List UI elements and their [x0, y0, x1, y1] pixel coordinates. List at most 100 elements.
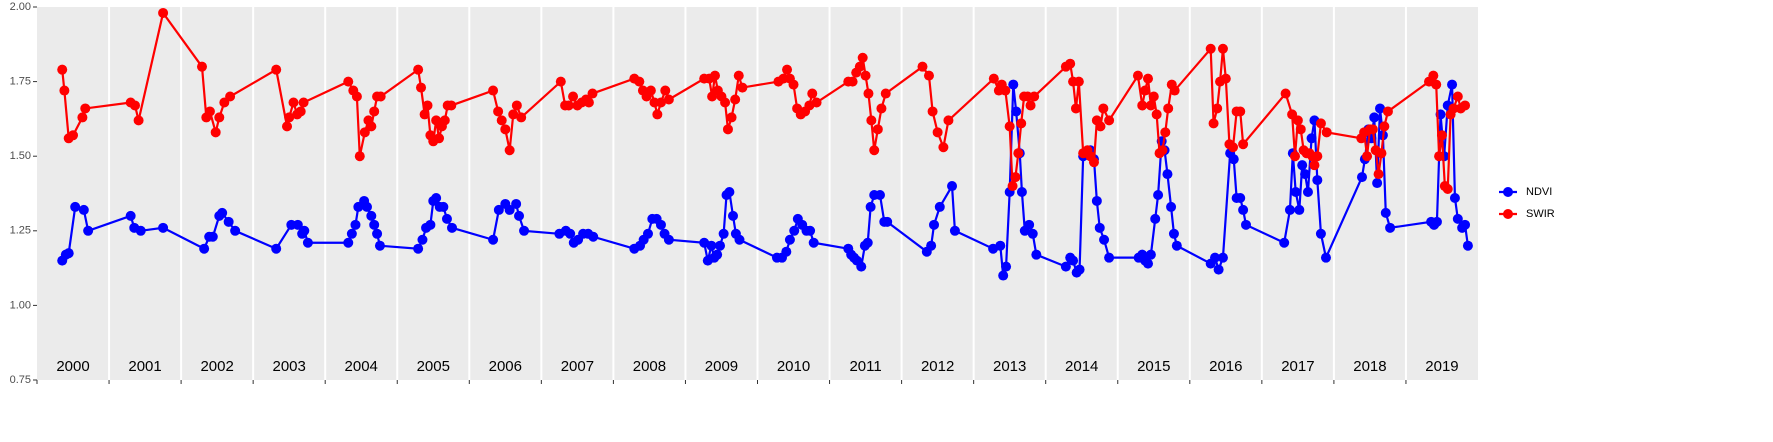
point [1309, 160, 1320, 171]
point [343, 237, 354, 248]
point [158, 7, 169, 18]
point [434, 133, 445, 144]
point [781, 246, 792, 257]
point [988, 73, 999, 84]
point [857, 52, 868, 63]
point [1007, 181, 1018, 192]
point [1312, 175, 1323, 186]
point [1460, 100, 1471, 111]
x-tick-label: 2004 [345, 358, 378, 375]
point [726, 112, 737, 123]
point [204, 106, 215, 117]
point [416, 82, 427, 93]
point [488, 234, 499, 245]
point [59, 85, 70, 96]
point [1375, 103, 1386, 114]
point [788, 79, 799, 90]
point [1240, 219, 1251, 230]
point [660, 85, 671, 96]
point [1449, 192, 1460, 203]
point [563, 100, 574, 111]
point [350, 219, 361, 230]
point [998, 270, 1009, 281]
point [706, 240, 717, 251]
point [361, 201, 372, 212]
point [1292, 115, 1303, 126]
point [417, 234, 428, 245]
x-tick-label: 2001 [128, 358, 161, 375]
point [1143, 73, 1154, 84]
point [1294, 204, 1305, 215]
x-tick-label: 2013 [993, 358, 1026, 375]
point [1098, 103, 1109, 114]
point [514, 210, 525, 221]
point [374, 240, 385, 251]
point [1016, 187, 1027, 198]
point [354, 151, 365, 162]
point [927, 106, 938, 117]
point [298, 97, 309, 108]
point [372, 228, 383, 239]
x-tick-label: 2018 [1353, 358, 1386, 375]
point [730, 94, 741, 105]
point [720, 97, 731, 108]
point [346, 228, 357, 239]
point [369, 106, 380, 117]
point [808, 237, 819, 248]
point [1016, 118, 1027, 129]
point [1011, 106, 1022, 117]
point [876, 103, 887, 114]
point [869, 145, 880, 156]
point [1070, 103, 1081, 114]
x-tick-label: 2010 [777, 358, 810, 375]
point [351, 91, 362, 102]
point [422, 100, 433, 111]
point [493, 204, 504, 215]
point [642, 228, 653, 239]
x-tick-label: 2009 [705, 358, 738, 375]
point [441, 213, 452, 224]
point [734, 234, 745, 245]
point [1280, 88, 1291, 99]
point [1217, 43, 1228, 54]
point [847, 76, 858, 87]
point [722, 124, 733, 135]
y-tick-label: 1.00 [10, 299, 31, 311]
point [1212, 103, 1223, 114]
y-tick-label: 1.75 [10, 76, 31, 88]
point [1208, 118, 1219, 129]
point [718, 228, 729, 239]
point [1205, 43, 1216, 54]
point [295, 106, 306, 117]
point [1320, 252, 1331, 263]
point [133, 115, 144, 126]
point [863, 88, 874, 99]
point [1025, 100, 1036, 111]
point [932, 127, 943, 138]
point [1321, 127, 1332, 138]
point [737, 82, 748, 93]
point [1013, 148, 1024, 159]
y-tick-label: 1.50 [10, 150, 31, 162]
point [511, 198, 522, 209]
point [728, 210, 739, 221]
point [1171, 240, 1182, 251]
point [1132, 70, 1143, 81]
point [288, 97, 299, 108]
point [516, 112, 527, 123]
point [413, 243, 424, 254]
point [1088, 157, 1099, 168]
point [655, 219, 666, 230]
point [199, 243, 210, 254]
point [1315, 118, 1326, 129]
point [1228, 142, 1239, 153]
point [519, 225, 530, 236]
point [1000, 85, 1011, 96]
point [934, 201, 945, 212]
point [1068, 255, 1079, 266]
point [1356, 172, 1367, 183]
point [1148, 91, 1159, 102]
point [565, 228, 576, 239]
legend-label: NDVI [1526, 186, 1552, 198]
